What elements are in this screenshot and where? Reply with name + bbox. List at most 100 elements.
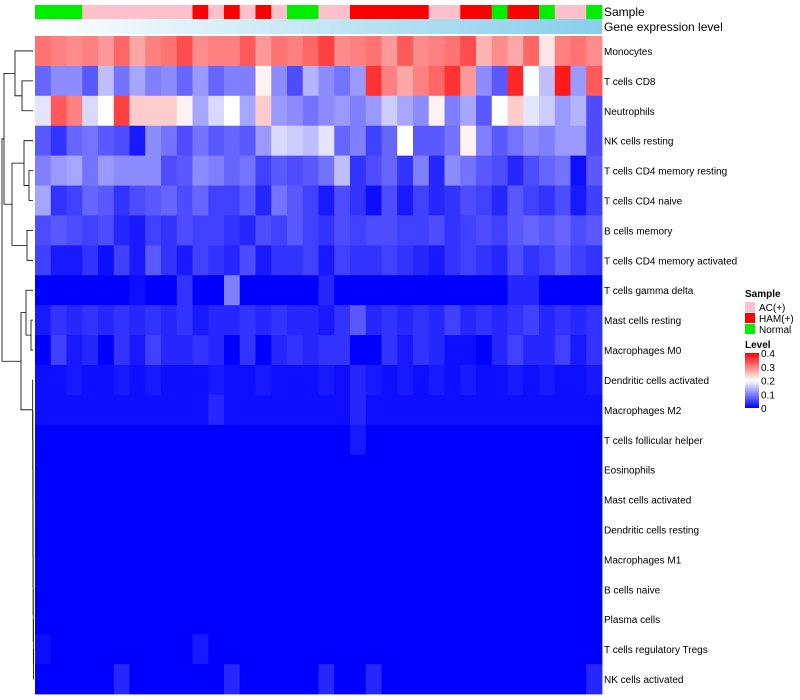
heatmap-cell [239, 36, 256, 67]
heatmap-cell [460, 125, 477, 157]
heatmap-cell [507, 484, 524, 515]
heatmap-cell [554, 514, 571, 545]
row-label: Macrophages M2 [604, 406, 682, 417]
heatmap-cell [491, 65, 508, 97]
heatmap-cell [239, 574, 256, 605]
heatmap-cell [523, 365, 540, 396]
heatmap-cell [302, 514, 319, 545]
heatmap-cell [413, 245, 430, 276]
heatmap-cell [586, 664, 603, 695]
heatmap-cell [224, 424, 241, 456]
heatmap-cell [302, 424, 319, 456]
sample-annotation-cell [570, 5, 587, 19]
heatmap-cell [413, 125, 430, 157]
heatmap-cell [239, 424, 256, 456]
heatmap-cell [318, 424, 335, 456]
heatmap-cell [523, 185, 540, 216]
heatmap-cell [161, 36, 178, 67]
heatmap-cell [334, 604, 351, 635]
heatmap-cell [350, 574, 367, 605]
heatmap-cell [287, 664, 304, 695]
heatmap-cell [208, 365, 225, 396]
heatmap-cell [192, 484, 209, 515]
heatmap-cell [208, 245, 225, 276]
gene-expression-level-bar [35, 19, 602, 34]
heatmap-cell [224, 394, 241, 426]
heatmap-cell [586, 125, 603, 157]
heatmap-cell [35, 335, 52, 366]
sample-annotation-cell [413, 5, 430, 19]
heatmap-cell [302, 65, 319, 97]
heatmap-cell [570, 275, 587, 306]
heatmap-cell [161, 664, 178, 695]
heatmap-cell [586, 65, 603, 97]
heatmap-cell [523, 424, 540, 456]
heatmap-cell [507, 65, 524, 97]
heatmap-cell [460, 275, 477, 306]
heatmap-cell [381, 544, 398, 575]
heatmap-cell [271, 484, 288, 515]
heatmap-cell [161, 95, 178, 127]
sample-annotation-cell [444, 5, 461, 19]
heatmap-cell [224, 544, 241, 575]
heatmap-cell [145, 604, 162, 635]
heatmap-cell [444, 424, 461, 456]
heatmap-cell [476, 245, 493, 276]
heatmap-cell [523, 514, 540, 545]
heatmap-cell [192, 394, 209, 426]
heatmap-cell [444, 185, 461, 216]
heatmap-cell [82, 544, 99, 575]
heatmap-cell [397, 185, 414, 216]
heatmap-cell [50, 574, 67, 605]
heatmap-cell [334, 335, 351, 366]
heatmap-cell [161, 305, 178, 336]
heatmap-cell [113, 275, 130, 306]
heatmap-cell [397, 95, 414, 127]
heatmap-cell [476, 215, 493, 246]
heatmap-cell [113, 574, 130, 605]
heatmap-cell [523, 245, 540, 276]
heatmap-cell [224, 454, 241, 486]
heatmap-cell [255, 394, 272, 426]
heatmap-cell [98, 275, 115, 306]
heatmap-cell [98, 185, 115, 216]
heatmap-cell [476, 305, 493, 336]
heatmap-cell [334, 215, 351, 246]
heatmap-cell [381, 185, 398, 216]
heatmap-cell [554, 245, 571, 276]
sample-annotation-cell [586, 5, 603, 19]
heatmap-cell [350, 454, 367, 486]
heatmap-cell [35, 634, 52, 665]
heatmap-cell [318, 125, 335, 157]
heatmap-cell [239, 544, 256, 575]
heatmap-cell [287, 305, 304, 336]
heatmap-cell [523, 305, 540, 336]
heatmap-cell [539, 305, 556, 336]
heatmap-cell [570, 245, 587, 276]
heatmap-cell [35, 454, 52, 486]
heatmap-cell [381, 36, 398, 67]
heatmap-cell [476, 574, 493, 605]
heatmap-cell [176, 185, 193, 216]
heatmap-cell [428, 454, 445, 486]
heatmap-cell [428, 424, 445, 456]
heatmap-cell [413, 65, 430, 97]
heatmap-cell [161, 185, 178, 216]
heatmap-cell [476, 634, 493, 665]
sample-annotation-cell [476, 5, 493, 19]
heatmap-cell [66, 394, 83, 426]
heatmap-cell [334, 36, 351, 67]
heatmap-cell [476, 394, 493, 426]
sample-legend-label: HAM(+) [759, 314, 794, 325]
heatmap-cell [66, 604, 83, 635]
heatmap-cell [255, 454, 272, 486]
heatmap-cell [66, 215, 83, 246]
sample-legend-title: Sample [745, 289, 781, 300]
heatmap-cell [397, 125, 414, 157]
heatmap-cell [50, 125, 67, 157]
heatmap-cell [192, 95, 209, 127]
row-label: T cells gamma delta [604, 286, 694, 297]
heatmap-cell [381, 664, 398, 695]
heatmap-cell [224, 484, 241, 515]
heatmap-cell [66, 365, 83, 396]
